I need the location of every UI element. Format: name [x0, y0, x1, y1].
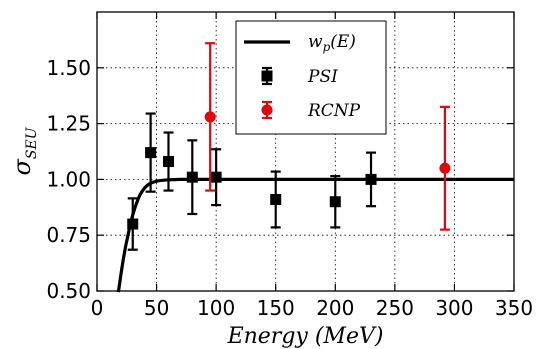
tick-labels: 0 50 100 150 200 250 300 350 0.50 0.75 1.00 1.25 1.5… — [46, 56, 533, 320]
legend-box — [235, 20, 387, 135]
data-markers — [127, 42, 451, 251]
x-tick-label: 200 — [316, 296, 354, 320]
psi-point — [145, 112, 157, 193]
legend-fit-rest: (E) — [330, 32, 356, 52]
y-tick-label: 0.50 — [46, 279, 91, 303]
square-marker — [127, 218, 139, 230]
square-marker — [365, 173, 377, 185]
square-marker — [186, 171, 198, 183]
fit-layer — [116, 177, 514, 293]
psi-point — [162, 131, 174, 192]
x-axis-title: Energy (MeV) — [227, 324, 384, 349]
psi-point — [365, 151, 377, 208]
y-axis-title-sub: SEU — [24, 126, 40, 159]
circle-marker — [439, 162, 451, 174]
x-tick-label: 250 — [376, 296, 414, 320]
legend-rcnp-marker — [261, 104, 273, 116]
x-tick-label: 350 — [495, 296, 533, 320]
x-tick-label: 300 — [435, 296, 473, 320]
x-tick-label: 100 — [197, 296, 235, 320]
legend-fit-label: wp(E) — [308, 32, 356, 54]
y-axis-title: σSEU — [8, 126, 40, 175]
legend-fit-main: w — [308, 32, 323, 52]
legend-rcnp-label: RCNP — [307, 101, 361, 121]
psi-point — [210, 148, 222, 207]
y-axis-title-main: σ — [8, 159, 36, 176]
plot-frame — [96, 11, 515, 292]
legend-psi-marker — [261, 70, 273, 82]
square-marker — [329, 196, 341, 208]
y-tick-label: 0.75 — [46, 223, 91, 247]
x-tick-label: 150 — [257, 296, 295, 320]
psi-point — [127, 197, 139, 251]
ticks — [96, 12, 515, 292]
y-tick-label: 1.50 — [46, 56, 91, 80]
circle-marker — [204, 111, 216, 123]
legend-psi-label: PSI — [307, 67, 338, 87]
psi-point — [270, 170, 282, 229]
rcnp-point — [439, 105, 451, 231]
x-tick-label: 50 — [144, 296, 169, 320]
square-marker — [145, 147, 157, 159]
psi-point — [329, 174, 341, 229]
legend-fit-sub: p — [323, 40, 331, 54]
fit-curve — [116, 177, 514, 293]
legend: wp(E) PSI RCNP — [235, 20, 387, 135]
square-marker — [270, 193, 282, 205]
rcnp-point — [204, 42, 216, 192]
y-tick-label: 1.25 — [46, 112, 91, 136]
square-marker — [162, 156, 174, 168]
legend-entries — [244, 40, 290, 120]
x-tick-label: 0 — [91, 296, 104, 320]
psi-point — [186, 139, 198, 216]
y-tick-label: 1.00 — [46, 167, 91, 191]
square-marker — [210, 171, 222, 183]
